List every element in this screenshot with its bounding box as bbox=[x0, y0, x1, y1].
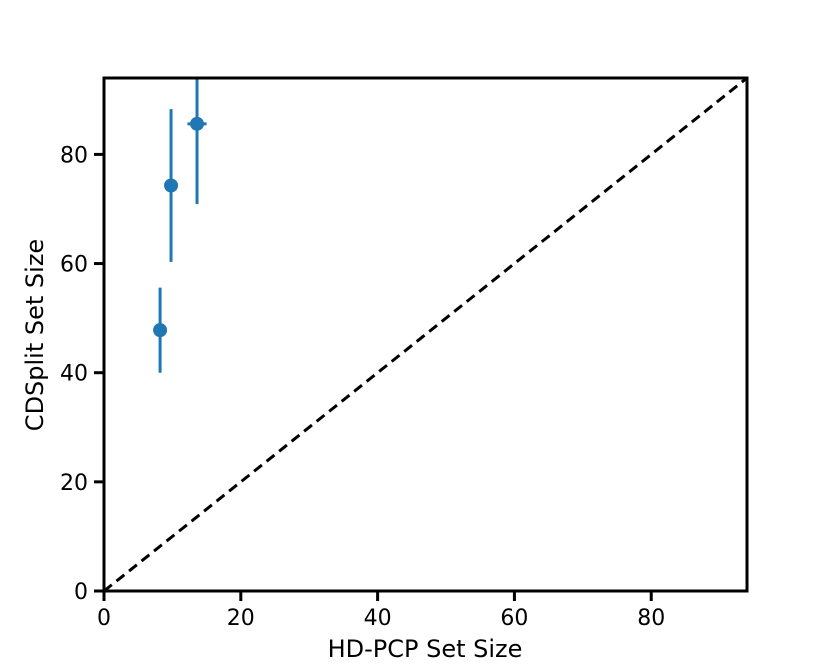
x-tick-label: 20 bbox=[227, 606, 255, 631]
plot-area bbox=[104, 78, 747, 591]
plot-contents bbox=[104, 78, 747, 591]
y-axis-label: CDSplit Set Size bbox=[21, 239, 49, 431]
data-point bbox=[164, 178, 179, 193]
y-tick-label: 20 bbox=[60, 471, 88, 496]
identity-reference-line bbox=[104, 78, 747, 591]
y-tick-label: 80 bbox=[60, 143, 88, 168]
data-point-group bbox=[187, 78, 207, 205]
data-point-group bbox=[164, 109, 179, 262]
axes-layer: 0 20 40 60 80 0 20 40 60 80 bbox=[60, 76, 749, 631]
x-tick-label: 60 bbox=[500, 606, 528, 631]
x-tick-label: 80 bbox=[637, 606, 665, 631]
y-tick-label: 40 bbox=[60, 362, 88, 387]
axes-frame bbox=[102, 76, 749, 593]
data-point-group bbox=[153, 287, 168, 373]
x-tick-label: 0 bbox=[97, 606, 111, 631]
data-point bbox=[153, 323, 168, 338]
y-tick-label: 0 bbox=[74, 580, 88, 605]
x-tick-label: 40 bbox=[364, 606, 392, 631]
x-axis-label: HD-PCP Set Size bbox=[328, 635, 523, 663]
data-point bbox=[190, 116, 205, 131]
y-tick-label: 60 bbox=[60, 253, 88, 278]
